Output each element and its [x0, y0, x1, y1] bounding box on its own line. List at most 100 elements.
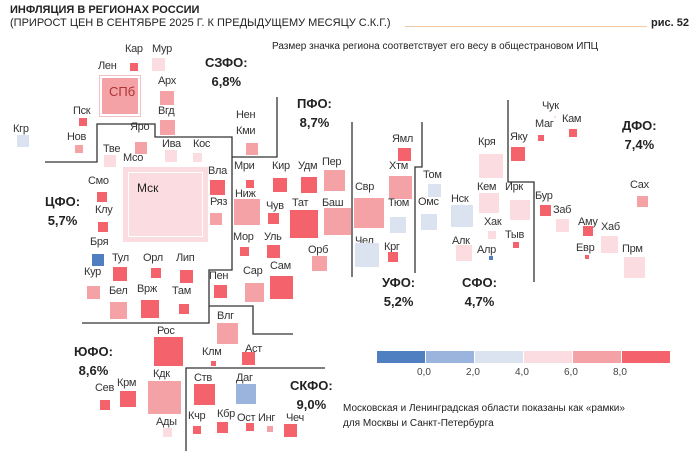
region-label: Яку — [510, 131, 528, 143]
region-square — [267, 426, 273, 432]
region-label: Кем — [477, 181, 497, 193]
region-square — [104, 155, 116, 167]
district-inflation-value: 7,4% — [624, 137, 655, 152]
region-label: Хаб — [601, 221, 620, 233]
region-label: Заб — [553, 204, 572, 216]
region-label: Орб — [308, 244, 329, 256]
region-square — [585, 255, 589, 259]
region-label: Арх — [158, 75, 176, 87]
region-square — [355, 243, 379, 267]
region-square — [100, 400, 110, 410]
region-square — [217, 323, 238, 344]
district-summary: ЮФО: 8,6% — [74, 342, 113, 380]
region-square — [301, 177, 317, 193]
region-label: Нов — [67, 131, 87, 143]
region-label: Ост — [237, 412, 256, 424]
region-label: Орл — [143, 252, 163, 264]
region-square — [87, 286, 100, 299]
region-label: Кми — [236, 125, 256, 137]
region-label: Нск — [451, 193, 469, 205]
region-square — [97, 192, 107, 202]
region-square — [538, 135, 544, 141]
district-name: ПФО: — [297, 96, 332, 111]
region-square — [398, 148, 411, 161]
district-inflation-value: 9,0% — [296, 397, 327, 412]
region-square — [242, 352, 255, 365]
region-square — [556, 219, 569, 232]
region-label: Влг — [217, 310, 234, 322]
region-label-mso: Мсо — [123, 152, 144, 164]
district-summary: ДФО: 7,4% — [622, 116, 657, 154]
sfo-dfo-border — [507, 100, 535, 282]
szfo-cfo-border — [45, 123, 233, 324]
district-summary: СЗФО: 6,8% — [205, 53, 248, 91]
region-square — [451, 205, 473, 227]
district-name: ЦФО: — [45, 194, 81, 209]
region-square — [324, 170, 345, 191]
region-square — [75, 145, 83, 153]
region-square — [210, 213, 222, 225]
region-square — [388, 252, 398, 262]
region-label: Ниж — [235, 188, 256, 200]
region-label: Алк — [452, 235, 470, 247]
legend-swatch — [475, 351, 523, 363]
region-square — [488, 231, 496, 239]
region-label: Кур — [84, 266, 102, 278]
region-label: Тыв — [505, 229, 525, 241]
legend-swatch — [426, 351, 474, 363]
legend-swatch — [377, 351, 425, 363]
region-label: Чув — [266, 200, 284, 212]
region-square — [354, 198, 384, 228]
ufo-sfo-border — [414, 122, 423, 273]
district-name: СЗФО: — [205, 55, 248, 70]
region-label: Мур — [152, 43, 172, 55]
region-square — [267, 245, 280, 258]
region-label: Крм — [117, 377, 137, 389]
region-label: Нен — [236, 109, 256, 121]
region-square — [193, 153, 202, 162]
region-label: Маг — [535, 118, 554, 130]
region-label: Смо — [88, 175, 109, 187]
region-square — [194, 384, 215, 405]
region-square — [246, 180, 254, 188]
region-label: Свр — [355, 181, 375, 193]
region-square — [130, 63, 138, 71]
region-square — [583, 226, 593, 236]
region-square — [624, 257, 645, 278]
region-square — [284, 424, 297, 437]
region-label: Вгд — [158, 105, 175, 117]
region-label: Кос — [193, 138, 211, 150]
region-label: Кря — [478, 136, 496, 148]
region-label: Кчр — [188, 410, 206, 422]
region-label: Ств — [194, 372, 212, 384]
region-square — [479, 193, 499, 213]
region-label: Ива — [162, 138, 181, 150]
moscow-region-frame: Мск — [123, 167, 208, 242]
region-label: Тве — [103, 143, 121, 155]
region-square — [217, 422, 228, 433]
legend-tick-label: 4,0 — [515, 367, 529, 378]
region-square — [324, 208, 351, 235]
region-square — [113, 267, 127, 281]
region-square — [513, 242, 519, 248]
leningrad-region-frame: СПб — [100, 76, 140, 116]
region-label: Мор — [233, 231, 254, 243]
region-square — [160, 91, 174, 105]
region-label: Чук — [542, 100, 559, 112]
region-label: Пен — [209, 270, 229, 282]
region-square — [234, 199, 260, 225]
district-name: ДФО: — [622, 118, 657, 133]
region-square — [165, 150, 177, 162]
region-label: Тюм — [388, 197, 410, 209]
region-square — [120, 391, 136, 407]
district-summary: ПФО: 8,7% — [297, 94, 332, 132]
region-square — [154, 337, 183, 366]
region-label: Пер — [322, 156, 342, 168]
region-square — [290, 210, 318, 238]
region-label: Омс — [418, 196, 439, 208]
region-square — [428, 184, 441, 197]
region-square — [246, 423, 254, 431]
region-square — [268, 213, 279, 224]
region-square — [92, 254, 104, 266]
